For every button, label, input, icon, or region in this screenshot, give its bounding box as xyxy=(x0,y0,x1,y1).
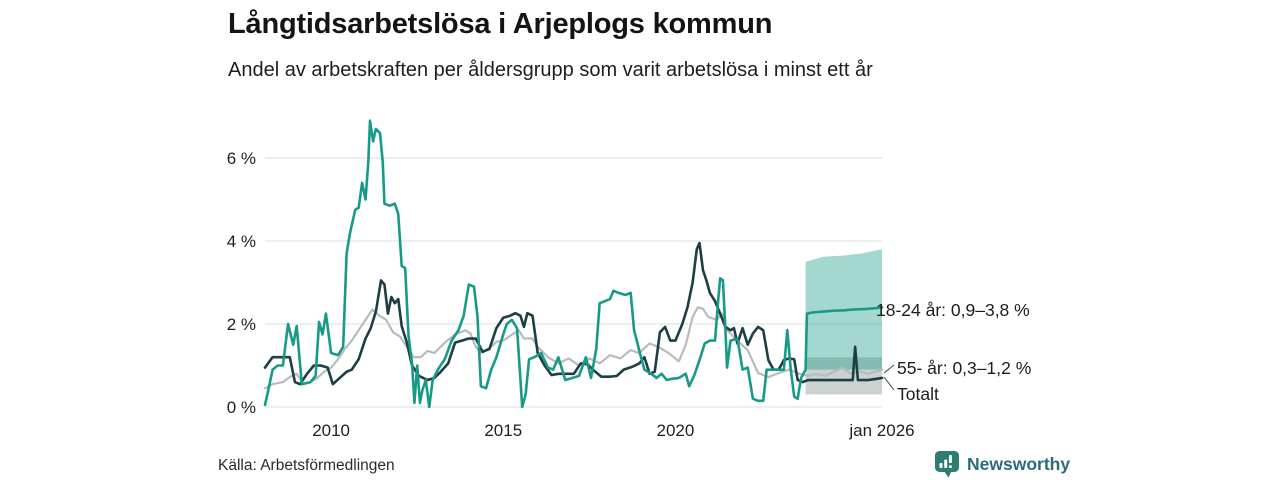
newsworthy-logo-icon xyxy=(934,450,960,478)
annotation-leader-line xyxy=(883,376,895,391)
chart-subtitle: Andel av arbetskraften per åldersgrupp s… xyxy=(228,59,873,81)
y-tick-label: 4 % xyxy=(227,232,256,251)
x-tick-label: 2015 xyxy=(484,421,522,440)
series-line xyxy=(263,306,884,390)
y-tick-label: 6 % xyxy=(227,149,256,168)
y-tick-label: 0 % xyxy=(227,398,256,417)
brand-name: Newsworthy xyxy=(967,453,1071,474)
x-tick-label: jan 2026 xyxy=(848,421,914,440)
x-tick-label: 2010 xyxy=(312,421,350,440)
series-line xyxy=(263,119,884,409)
forecast-band xyxy=(805,357,882,395)
y-tick-label: 2 % xyxy=(227,315,256,334)
x-tick-label: 2020 xyxy=(657,421,695,440)
line-end-label: Totalt xyxy=(897,384,939,404)
annotation-leader-line xyxy=(883,364,895,374)
source-note: Källa: Arbetsförmedlingen xyxy=(218,457,395,474)
line-end-label: 55- år: 0,3–1,2 % xyxy=(897,358,1031,378)
brand-logo: Newsworthy xyxy=(934,450,1070,478)
chart-title: Långtidsarbetslösa i Arjeplogs kommun xyxy=(228,8,773,40)
line-end-label: 18-24 år: 0,9–3,8 % xyxy=(876,300,1030,320)
